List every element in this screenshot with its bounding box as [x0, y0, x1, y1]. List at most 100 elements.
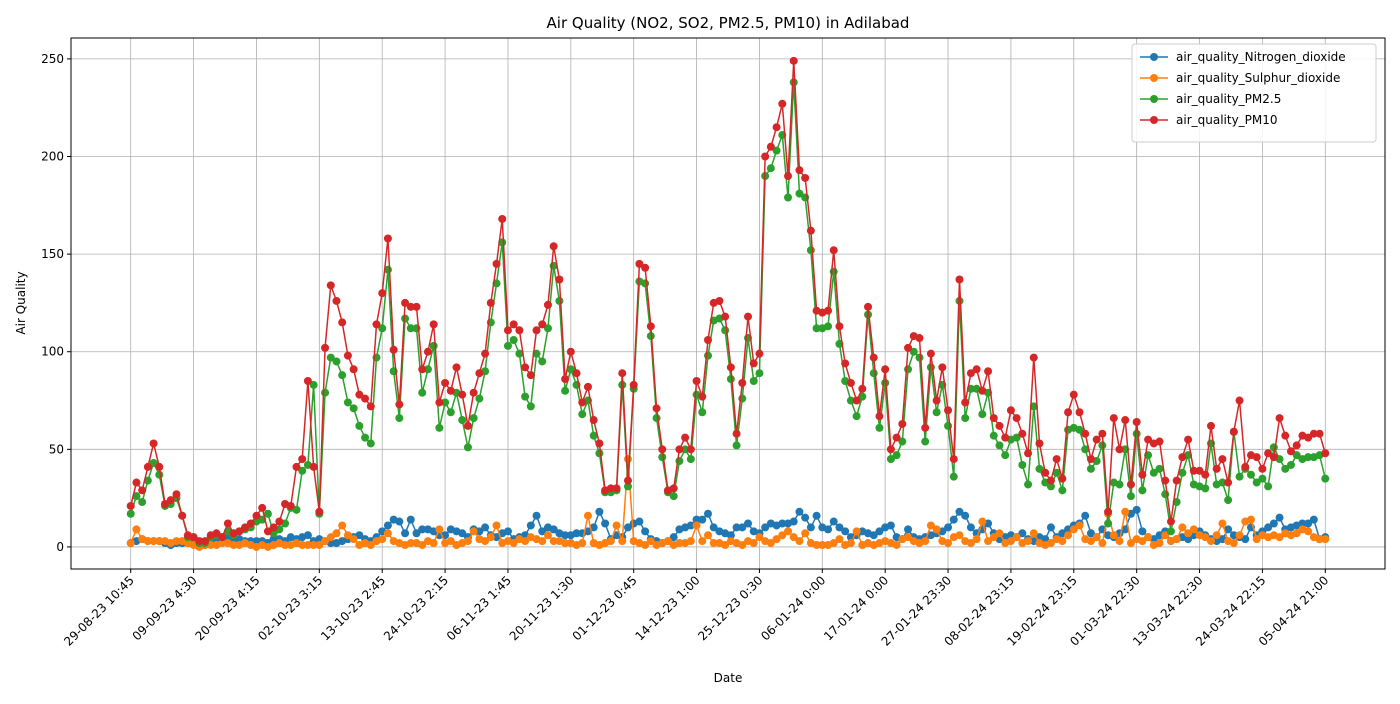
- data-point: [749, 359, 758, 368]
- data-point: [1006, 537, 1015, 546]
- data-point: [646, 322, 655, 331]
- series-line: [130, 60, 1326, 542]
- data-point: [886, 521, 895, 530]
- data-point: [309, 540, 318, 549]
- data-point: [1246, 470, 1255, 479]
- data-point: [343, 531, 352, 540]
- data-point: [418, 540, 427, 549]
- data-point: [1241, 535, 1250, 544]
- data-point: [469, 388, 478, 397]
- data-point: [555, 296, 564, 305]
- data-point: [1001, 451, 1010, 460]
- data-point: [338, 318, 347, 327]
- data-point: [1184, 535, 1193, 544]
- data-point: [681, 445, 690, 454]
- data-point: [566, 365, 575, 374]
- data-point: [1304, 433, 1313, 442]
- data-point: [143, 476, 152, 485]
- data-point: [401, 298, 410, 307]
- data-point: [658, 445, 667, 454]
- data-point: [326, 353, 335, 362]
- data-point: [1218, 519, 1227, 528]
- data-point: [1064, 531, 1073, 540]
- data-point: [686, 445, 695, 454]
- data-point: [1321, 449, 1330, 458]
- data-point: [949, 515, 958, 524]
- data-point: [286, 501, 295, 510]
- data-point: [744, 519, 753, 528]
- data-point: [824, 306, 833, 315]
- data-point: [1321, 474, 1330, 483]
- data-point: [921, 437, 930, 446]
- data-point: [755, 533, 764, 542]
- data-point: [578, 398, 587, 407]
- data-point: [904, 343, 913, 352]
- data-point: [984, 367, 993, 376]
- data-point: [458, 529, 467, 538]
- data-point: [521, 363, 530, 372]
- data-point: [366, 540, 375, 549]
- data-point: [1109, 531, 1118, 540]
- data-point: [161, 499, 170, 508]
- data-point: [709, 523, 718, 532]
- data-point: [1138, 486, 1147, 495]
- data-point: [869, 531, 878, 540]
- data-point: [383, 521, 392, 530]
- data-point: [126, 501, 135, 510]
- data-point: [795, 189, 804, 198]
- data-point: [1132, 417, 1141, 426]
- data-point: [1075, 408, 1084, 417]
- data-point: [349, 535, 358, 544]
- data-point: [1292, 529, 1301, 538]
- data-point: [1246, 515, 1255, 524]
- data-point: [589, 416, 598, 425]
- data-point: [789, 517, 798, 526]
- data-point: [1121, 525, 1130, 534]
- data-point: [1126, 492, 1135, 501]
- data-point: [246, 519, 255, 528]
- data-point: [623, 476, 632, 485]
- data-point: [1218, 478, 1227, 487]
- data-point: [892, 451, 901, 460]
- data-point: [852, 396, 861, 405]
- data-point: [378, 535, 387, 544]
- data-point: [1304, 453, 1313, 462]
- data-point: [332, 529, 341, 538]
- data-point: [441, 398, 450, 407]
- data-point: [1092, 435, 1101, 444]
- data-point: [824, 322, 833, 331]
- data-point: [303, 540, 312, 549]
- data-point: [978, 410, 987, 419]
- data-point: [904, 525, 913, 534]
- data-point: [406, 302, 415, 311]
- data-point: [1258, 464, 1267, 473]
- data-point: [761, 152, 770, 161]
- data-point: [126, 539, 135, 548]
- data-point: [463, 421, 472, 430]
- data-point: [1001, 433, 1010, 442]
- data-point: [435, 525, 444, 534]
- data-point: [663, 537, 672, 546]
- data-point: [303, 377, 312, 386]
- data-point: [726, 531, 735, 540]
- data-point: [801, 529, 810, 538]
- data-point: [212, 529, 221, 538]
- data-point: [149, 537, 158, 546]
- data-point: [521, 537, 530, 546]
- data-point: [463, 443, 472, 452]
- data-point: [143, 537, 152, 546]
- data-point: [526, 402, 535, 411]
- data-point: [252, 537, 261, 546]
- data-point: [1218, 455, 1227, 464]
- data-point: [492, 533, 501, 542]
- data-point: [298, 540, 307, 549]
- data-point: [463, 537, 472, 546]
- data-point: [1292, 451, 1301, 460]
- data-point: [578, 410, 587, 419]
- data-point: [538, 527, 547, 536]
- data-point: [835, 322, 844, 331]
- data-point: [669, 484, 678, 493]
- data-point: [1229, 427, 1238, 436]
- data-point: [1206, 537, 1215, 546]
- data-point: [1252, 535, 1261, 544]
